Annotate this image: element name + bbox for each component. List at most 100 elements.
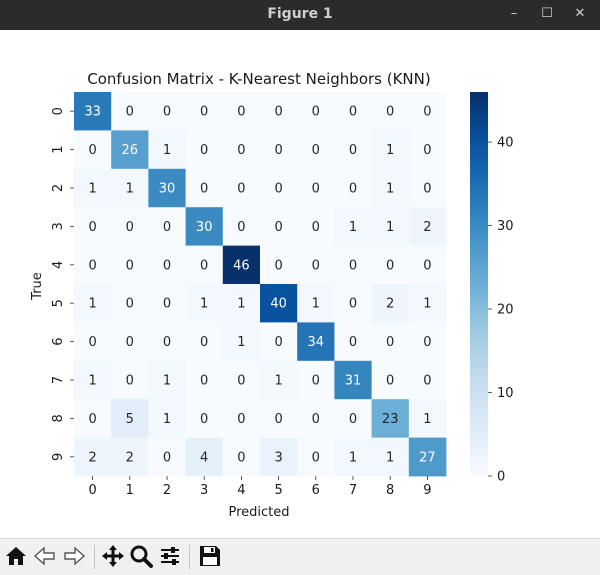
zoom-icon[interactable] [128,543,154,569]
heatmap-cell [185,168,224,208]
cell-value-label: 0 [163,335,171,350]
cell-value-label: 2 [126,450,134,465]
heatmap-cell [74,284,112,323]
y-tick-label: 7 [51,376,66,384]
cell-value-label: 1 [163,143,171,158]
heatmap-cell [74,399,112,438]
cell-value-label: 1 [88,297,96,312]
cell-value-label: 0 [312,374,320,389]
toolbar-separator [189,545,190,569]
forward-icon[interactable] [61,543,87,569]
cell-value-label: 0 [349,297,357,312]
x-tick-label: 8 [386,483,394,498]
close-button[interactable]: ✕ [574,6,586,21]
heatmap-cell [334,322,372,362]
cell-value-label: 0 [423,105,431,120]
heatmap-cell [111,399,149,438]
cell-value-label: 0 [237,450,245,465]
cell-value-label: 3 [274,450,282,465]
x-tick-label: 1 [126,483,134,498]
heatmap-cell [371,130,410,170]
cell-value-label: 0 [274,258,282,273]
cell-value-label: 1 [349,450,357,465]
cell-value-label: 4 [200,450,208,465]
cell-value-label: 0 [312,182,320,197]
heatmap-cell [371,360,410,400]
cell-value-label: 1 [312,297,320,312]
cell-value-label: 0 [274,220,282,235]
y-tick-label: 6 [51,337,66,345]
cell-value-label: 0 [386,374,394,389]
cell-value-label: 0 [126,105,134,120]
heatmap-cell [260,168,298,208]
heatmap-cell [148,245,186,285]
cell-value-label: 0 [312,450,320,465]
colorbar-tick-label: 20 [497,303,514,318]
x-tick-label: 3 [200,483,208,498]
x-tick-label: 7 [349,483,357,498]
heatmap-cell [74,92,112,131]
heatmap-cell [111,284,149,323]
heatmap-cell [185,207,224,246]
heatmap-cell [334,360,372,400]
home-icon[interactable] [3,543,29,569]
cell-value-label: 0 [274,105,282,120]
cell-value-label: 1 [200,297,208,312]
pan-icon[interactable] [100,543,126,569]
x-axis-label: Predicted [228,505,289,520]
heatmap-cell [74,245,112,285]
y-tick-label: 2 [51,184,66,192]
heatmap-cell [185,92,224,131]
cell-value-label: 1 [423,297,431,312]
cell-value-label: 1 [386,182,394,197]
cell-value-label: 0 [423,335,431,350]
cell-value-label: 0 [312,258,320,273]
cell-value-label: 0 [200,105,208,120]
heatmap-cell [334,207,372,246]
heatmap-cell [222,284,261,323]
heatmap-cell [111,92,149,131]
cell-value-label: 33 [84,105,101,120]
cell-value-label: 0 [163,105,171,120]
heatmap-cell [334,92,372,131]
heatmap-cell [148,168,186,208]
heatmap-cell [222,437,261,477]
cell-value-label: 0 [237,143,245,158]
heatmap-cell [148,437,186,477]
heatmap-cell [371,399,410,438]
heatmap-cell [408,245,447,285]
cell-value-label: 0 [163,258,171,273]
cell-value-label: 0 [274,335,282,350]
cell-value-label: 0 [274,412,282,427]
cell-value-label: 0 [126,335,134,350]
configure-subplots-icon[interactable] [157,543,183,569]
heatmap-cell [371,437,410,477]
minimize-button[interactable]: – [510,6,518,21]
y-axis-label: True [30,272,45,301]
save-icon[interactable] [197,543,223,569]
heatmap-cell [74,360,112,400]
back-icon[interactable] [32,543,58,569]
cell-value-label: 1 [237,297,245,312]
heatmap-cell [185,322,224,362]
cell-value-label: 27 [419,450,436,465]
cell-value-label: 0 [88,335,96,350]
heatmap-cell [111,245,149,285]
window-title: Figure 1 [267,6,333,22]
cell-value-label: 0 [349,412,357,427]
maximize-button[interactable]: ☐ [541,6,553,21]
colorbar: 0 10 20 30 40 [470,92,514,485]
x-tick-label: 0 [88,483,96,498]
y-tick-label: 9 [51,453,66,461]
heatmap-cell [111,168,149,208]
cell-value-label: 0 [200,412,208,427]
cell-value-label: 2 [386,297,394,312]
heatmap-cell [334,130,372,170]
cell-value-label: 0 [423,143,431,158]
cell-value-label: 0 [163,450,171,465]
heatmap-cell [260,92,298,131]
cell-value-label: 30 [159,182,176,197]
cell-value-label: 40 [270,297,287,312]
cell-value-label: 46 [233,258,250,273]
cell-value-label: 0 [237,220,245,235]
